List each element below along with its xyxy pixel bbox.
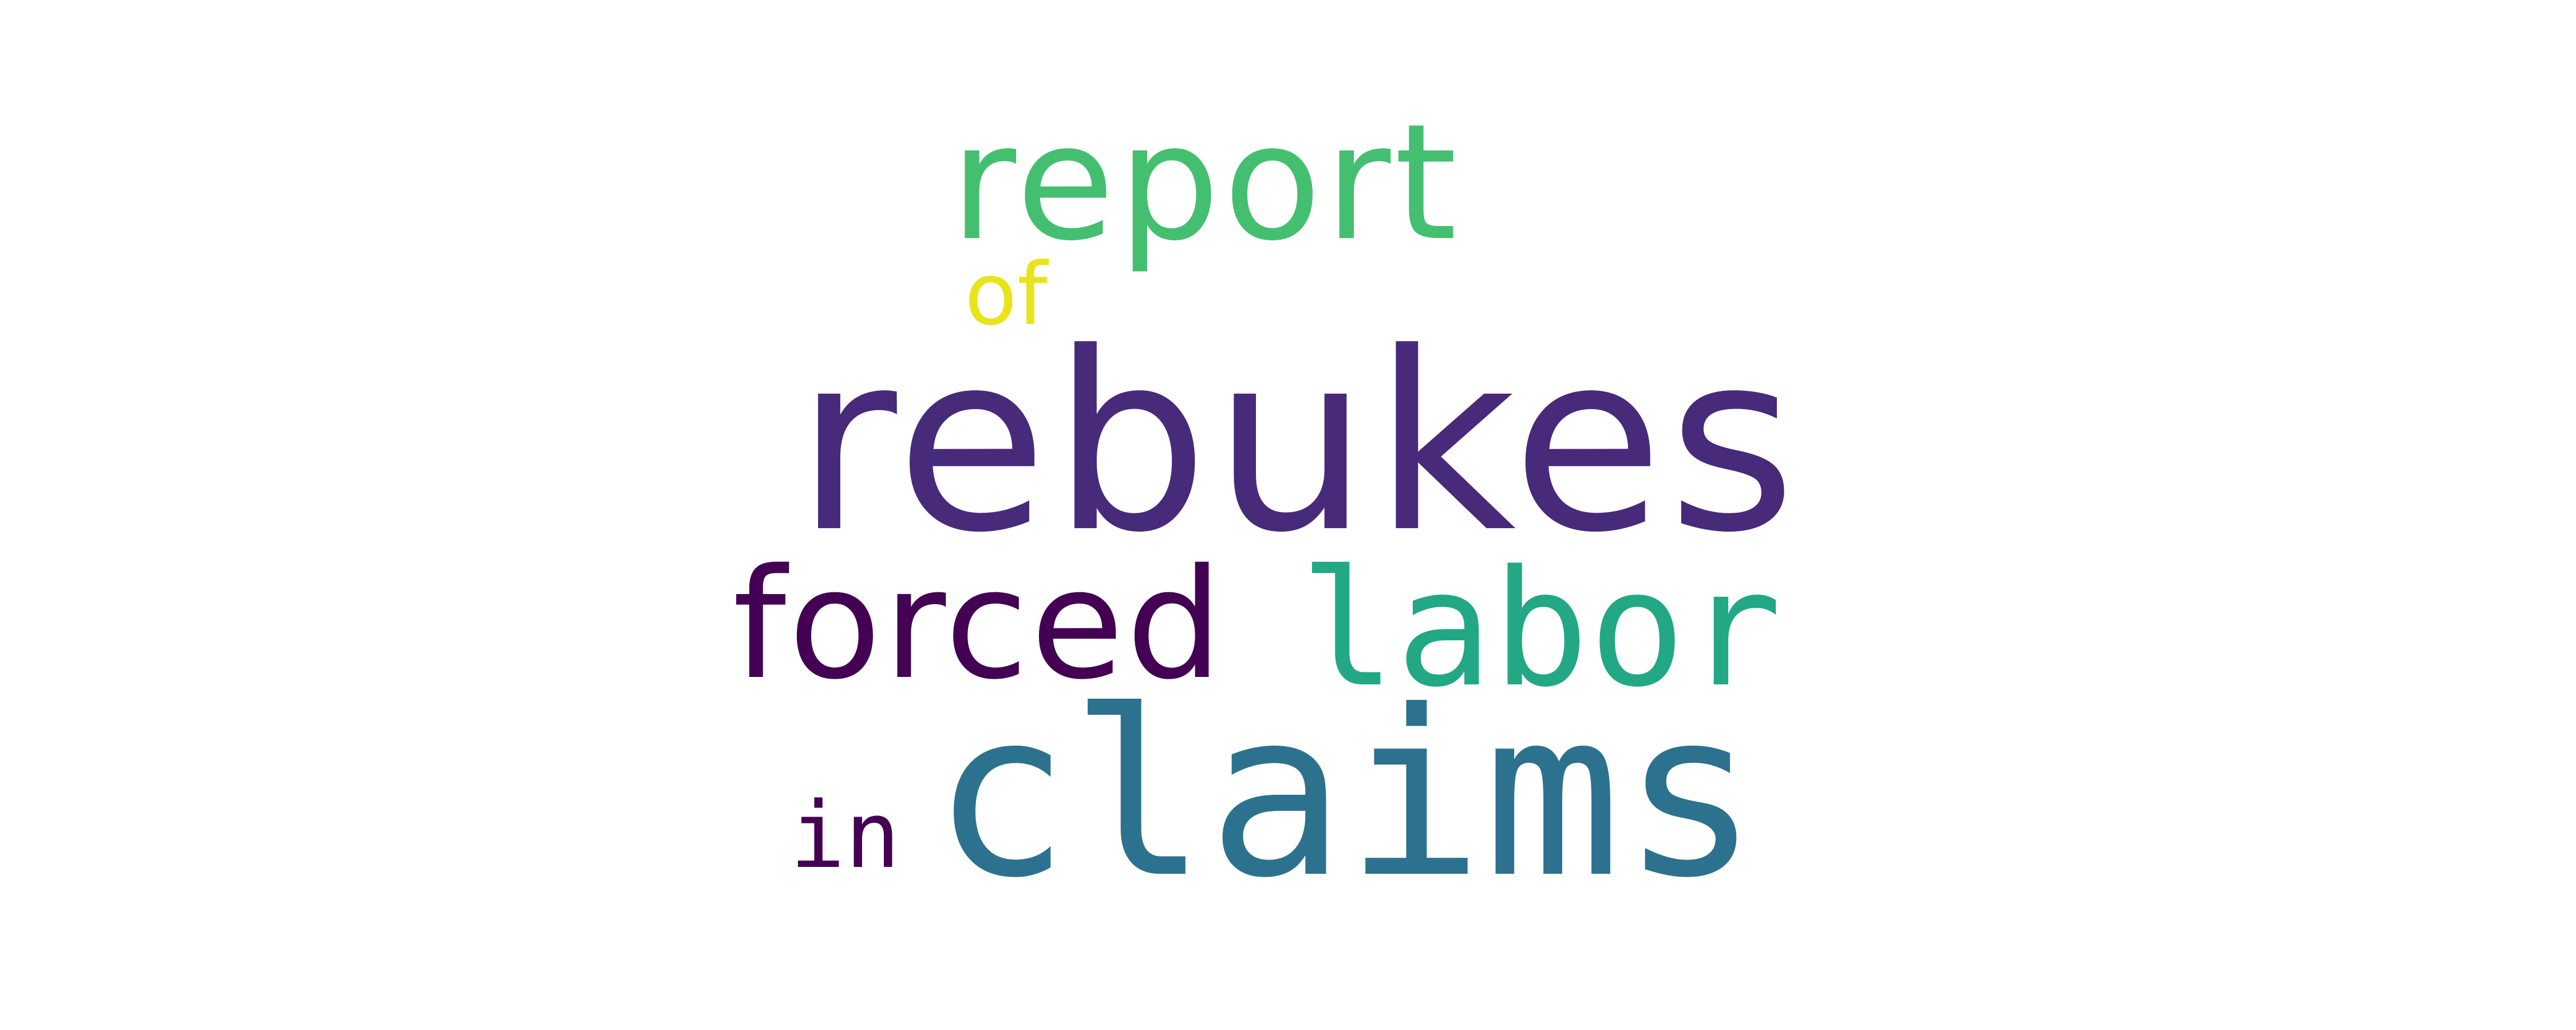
word-of: of xyxy=(965,245,1048,344)
word-in: in xyxy=(790,782,900,889)
word-forced: forced xyxy=(733,537,1225,713)
word-claims: claims xyxy=(932,662,1759,928)
word-labor: labor xyxy=(1299,536,1782,723)
word-rebukes: rebukes xyxy=(796,300,1801,587)
word-report: report xyxy=(950,90,1461,276)
